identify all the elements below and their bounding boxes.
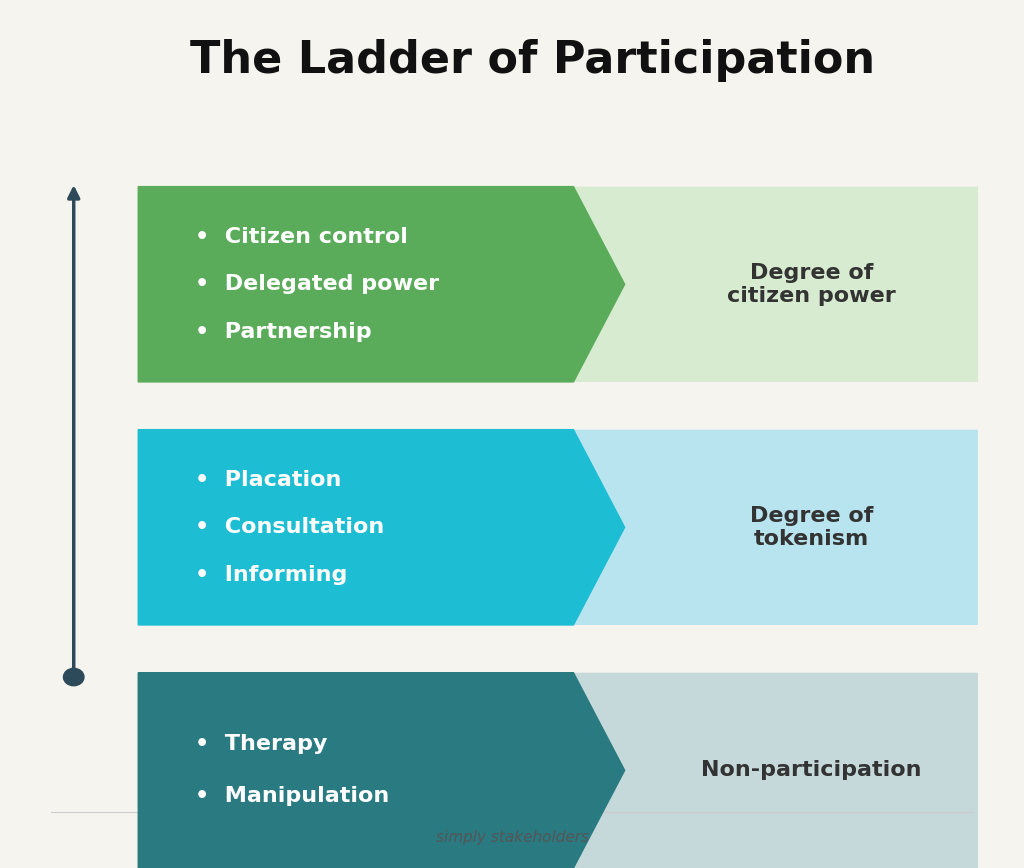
Text: •  Consultation: • Consultation [195,517,384,537]
Text: •  Therapy: • Therapy [195,734,327,754]
FancyBboxPatch shape [138,430,978,625]
Text: simply stakeholders: simply stakeholders [435,830,589,845]
Text: Degree of
citizen power: Degree of citizen power [727,263,896,306]
Text: •  Delegated power: • Delegated power [195,274,438,294]
FancyBboxPatch shape [138,187,978,382]
Text: Non-participation: Non-participation [701,760,922,780]
Text: •  Citizen control: • Citizen control [195,227,408,247]
FancyBboxPatch shape [138,673,978,868]
Text: Degree of
tokenism: Degree of tokenism [750,506,873,549]
Text: •  Placation: • Placation [195,470,341,490]
Text: •  Manipulation: • Manipulation [195,786,389,806]
Polygon shape [138,430,625,625]
Text: •  Partnership: • Partnership [195,322,371,342]
Polygon shape [138,673,625,868]
Text: •  Informing: • Informing [195,565,347,585]
Text: The Ladder of Participation: The Ladder of Participation [189,39,876,82]
Polygon shape [138,187,625,382]
Circle shape [63,668,84,686]
